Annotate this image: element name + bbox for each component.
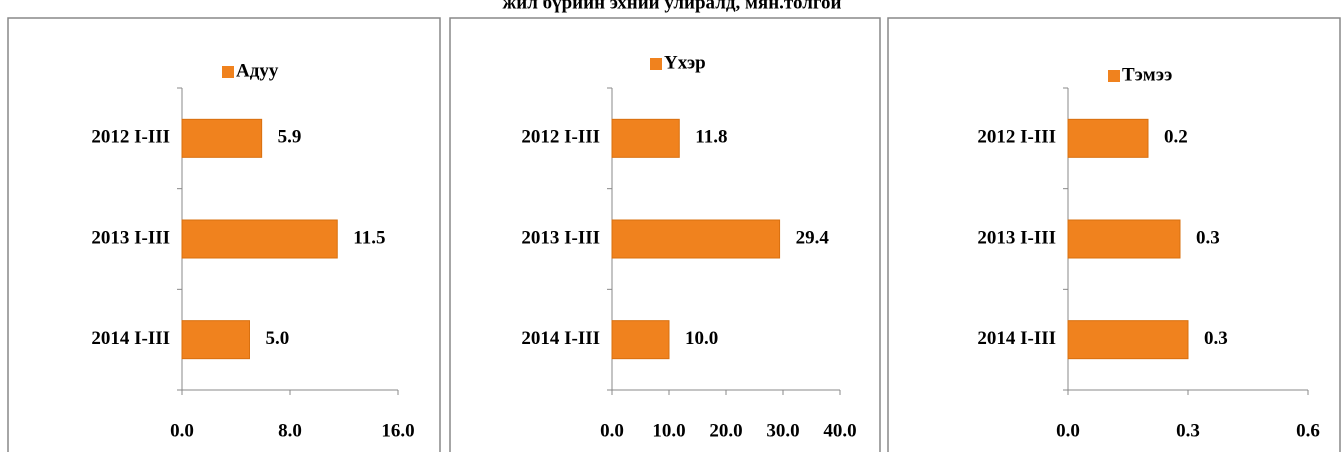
value-label: 0.3 — [1204, 328, 1228, 349]
panel — [7, 17, 441, 452]
y-tick-label: 2012 I-III — [977, 127, 1056, 148]
x-tick-label: 20.0 — [709, 420, 742, 441]
x-tick-label: 40.0 — [823, 420, 856, 441]
value-label: 10.0 — [685, 328, 718, 349]
value-label: 11.8 — [695, 127, 727, 148]
x-tick-label: 0.0 — [600, 420, 624, 441]
bar — [611, 118, 680, 158]
panel — [449, 17, 881, 452]
y-tick-label: 2012 I-III — [91, 127, 170, 148]
x-tick-label: 30.0 — [766, 420, 799, 441]
legend-label: Үхэр — [664, 52, 706, 73]
y-tick-label: 2014 I-III — [521, 328, 600, 349]
y-tick-label: 2014 I-III — [91, 328, 170, 349]
bar — [181, 219, 338, 259]
bar — [181, 118, 263, 158]
x-tick-label: 16.0 — [381, 420, 414, 441]
y-tick-label: 2013 I-III — [977, 227, 1056, 248]
y-tick-label: 2013 I-III — [91, 227, 170, 248]
value-label: 11.5 — [353, 227, 385, 248]
bar — [611, 320, 670, 360]
panel — [887, 17, 1341, 452]
value-label: 0.3 — [1196, 227, 1220, 248]
bar — [1067, 320, 1189, 360]
x-tick-label: 0.0 — [1056, 420, 1080, 441]
value-label: 0.2 — [1164, 127, 1188, 148]
x-tick-label: 0.3 — [1176, 420, 1200, 441]
legend-swatch — [1108, 70, 1120, 82]
bar — [1067, 118, 1149, 158]
y-tick-label: 2012 I-III — [521, 127, 600, 148]
bar — [1067, 219, 1181, 259]
legend-swatch — [650, 58, 662, 70]
value-label: 5.0 — [266, 328, 290, 349]
x-tick-label: 8.0 — [278, 420, 302, 441]
bar — [181, 320, 250, 360]
x-tick-label: 0.0 — [170, 420, 194, 441]
value-label: 29.4 — [796, 227, 830, 248]
x-tick-label: 10.0 — [652, 420, 685, 441]
legend-label: Тэмээ — [1122, 64, 1172, 85]
y-tick-label: 2014 I-III — [977, 328, 1056, 349]
y-tick-label: 2013 I-III — [521, 227, 600, 248]
bar — [611, 219, 781, 259]
legend-label: Адуу — [236, 60, 279, 81]
value-label: 5.9 — [278, 127, 302, 148]
page-title: жил бүрийн эхний улиралд, мян.толгой — [502, 0, 841, 13]
x-tick-label: 0.6 — [1296, 420, 1320, 441]
legend-swatch — [222, 66, 234, 78]
